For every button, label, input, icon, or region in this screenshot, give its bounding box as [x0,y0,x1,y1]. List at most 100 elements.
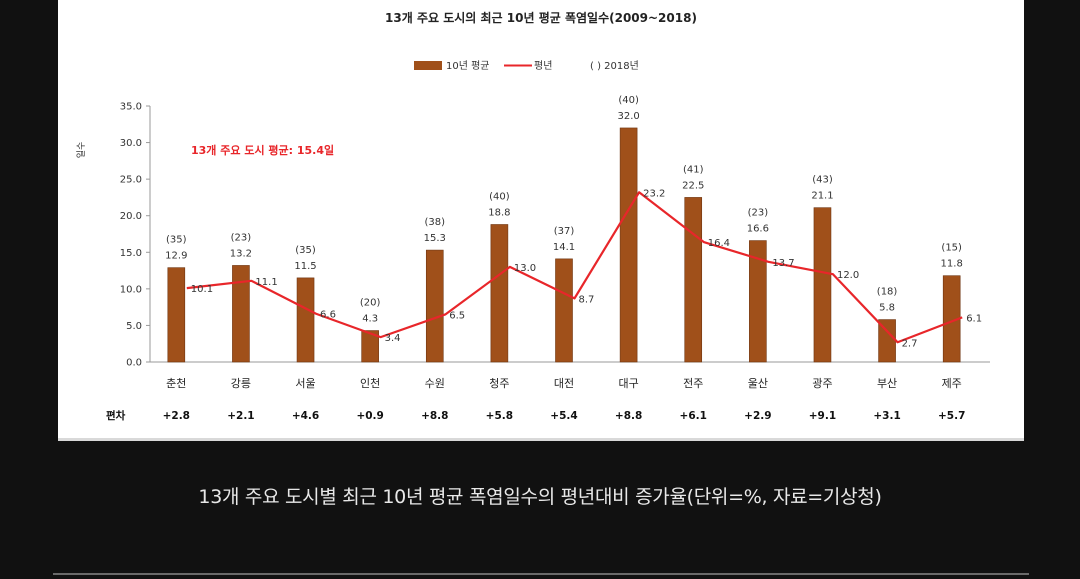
deviation-value: +3.1 [873,410,900,422]
bar [749,240,767,363]
value-2018-label: (40) [618,95,639,106]
bar-value-label: 22.5 [682,180,704,191]
bar [684,197,703,363]
value-2018-label: (20) [360,298,381,309]
bar-value-label: 18.8 [488,207,510,218]
value-2018-label: (43) [812,175,833,186]
bar [167,267,186,363]
y-tick-label: 0.0 [126,358,142,369]
deviation-value: +6.1 [680,410,707,422]
bar-value-label: 13.2 [230,248,252,259]
bar [555,258,573,363]
line-value-label: 11.1 [255,277,277,288]
deviation-value: +9.1 [809,410,836,422]
y-tick-label: 35.0 [120,102,142,113]
bar [361,330,379,363]
x-category-label: 광주 [812,377,832,390]
x-category-label: 춘천 [166,376,186,390]
x-axis: 춘천 강릉 서울 인천 수원 청주 대전 대구 전주 울산 광주 부산 제주 [166,376,962,390]
bar-value-label: 11.5 [294,261,316,272]
y-tick-label: 25.0 [120,175,142,186]
value-2018-label: (23) [231,232,252,243]
line-value-label: 13.0 [514,263,536,274]
line-value-label: 10.1 [191,284,213,295]
y-tick-label: 5.0 [126,321,142,332]
x-category-label: 울산 [748,377,768,390]
bar-series [167,127,961,363]
chart: 13개 주요 도시의 최근 10년 평균 폭염일수(2009~2018) 10년… [76,10,990,422]
bar-value-label: 11.8 [941,259,963,270]
y-tick-label: 30.0 [120,138,142,149]
deviation-value: +2.9 [744,410,771,422]
line-value-label: 13.7 [772,258,794,269]
x-category-label: 대구 [618,377,638,390]
deviation-row-label: 편차 [106,409,126,422]
value-2018-label: (35) [166,235,187,246]
x-category-label: 강릉 [231,377,251,390]
y-tick-label: 20.0 [120,211,142,222]
bar-value-label: 5.8 [879,303,895,314]
bar [232,265,250,363]
divider [53,573,1029,575]
x-category-label: 전주 [683,377,703,390]
value-2018-label: (35) [295,245,316,256]
deviation-value: +5.8 [486,410,513,422]
bar [813,207,832,363]
x-category-label: 부산 [877,377,897,390]
x-category-label: 대전 [554,377,574,390]
x-category-label: 수원 [425,377,445,390]
legend-swatch-bar [414,61,442,70]
bar [425,249,444,363]
line-value-label: 6.5 [449,310,465,321]
deviation-value: +5.4 [550,410,577,422]
deviation-value: +5.7 [938,410,965,422]
value-2018-label: (38) [425,217,446,228]
line-value-label: 8.7 [579,294,595,305]
deviation-value: +8.8 [615,410,642,422]
y-tick-label: 15.0 [120,248,142,259]
deviation-value: +2.8 [163,410,190,422]
value-2018-label: (37) [554,226,575,237]
value-2018-label: (15) [941,243,962,254]
bar-value-label: 12.9 [165,251,187,262]
bar-value-label: 14.1 [553,242,575,253]
bar-value-label: 15.3 [424,233,446,244]
value-2018-label: (41) [683,164,704,175]
legend-label-2018: ( ) 2018년 [590,60,639,72]
bar-value-label: 16.6 [747,224,769,235]
average-annotation: 13개 주요 도시 평균: 15.4일 [191,143,334,157]
chart-title: 13개 주요 도시의 최근 10년 평균 폭염일수(2009~2018) [385,10,697,25]
line-value-label: 6.1 [966,313,982,324]
value-2018-label: (40) [489,191,510,202]
bar-value-label: 4.3 [362,314,378,325]
x-category-label: 청주 [489,377,509,390]
deviation-value: +4.6 [292,410,319,422]
chart-panel: 13개 주요 도시의 최근 10년 평균 폭염일수(2009~2018) 10년… [58,0,1024,441]
image-caption: 13개 주요 도시별 최근 10년 평균 폭염일수의 평년대비 증가율(단위=%… [198,486,882,508]
line-value-label: 16.4 [708,238,730,249]
deviation-row: +2.8 +2.1 +4.6 +0.9 +8.8 +5.8 +5.4 +8.8 +6.1 +2.9… [163,410,966,422]
data-labels: 12.9 (35) 13.2 (23) 11.5 (35) 4.3 (20) 15.3 (38) 1… [165,95,982,349]
deviation-value: +8.8 [421,410,448,422]
bar [296,277,315,363]
bar [490,224,509,363]
deviation-value: +0.9 [356,410,383,422]
bar [619,127,638,363]
legend-label-bar: 10년 평균 [446,60,490,72]
x-category-label: 인천 [360,376,380,390]
bar-value-label: 21.1 [811,191,833,202]
line-series [186,191,963,344]
legend: 10년 평균 평년 ( ) 2018년 [414,60,639,72]
value-2018-label: (23) [748,208,769,219]
value-2018-label: (18) [877,287,898,298]
line-value-label: 12.0 [837,270,859,281]
y-axis-label: 일수 [76,142,87,159]
line-value-label: 23.2 [643,188,665,199]
legend-label-line: 평년 [534,60,552,72]
line-value-label: 2.7 [902,338,918,349]
line-value-label: 6.6 [320,310,336,321]
x-category-label: 서울 [295,377,315,390]
x-category-label: 제주 [942,377,962,390]
bar-value-label: 32.0 [617,111,639,122]
y-tick-label: 10.0 [120,284,142,295]
